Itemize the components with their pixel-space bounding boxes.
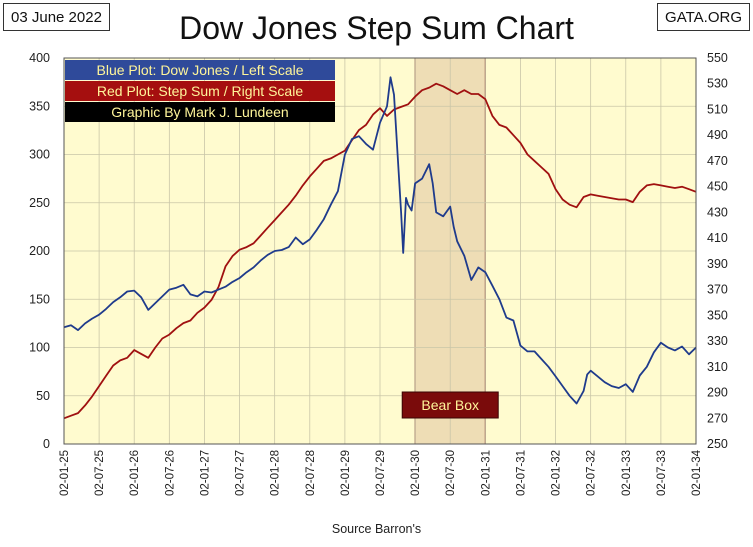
left-tick-label: 200	[29, 244, 50, 258]
right-tick-label: 290	[707, 386, 728, 400]
right-tick-label: 550	[707, 51, 728, 65]
x-tick-label: 02-07-25	[94, 450, 106, 496]
source-org-label: GATA.ORG	[657, 3, 750, 31]
x-tick-label: 02-07-32	[586, 450, 598, 496]
legend: Blue Plot: Dow Jones / Left Scale Red Plo…	[65, 60, 335, 122]
right-tick-label: 350	[707, 308, 728, 322]
date-label: 03 June 2022	[3, 3, 110, 31]
bear-box-label-text: Bear Box	[421, 397, 479, 413]
bear-box-label-bg	[401, 391, 499, 419]
x-tick-label: 02-01-26	[129, 450, 141, 496]
x-tick-label: 02-01-28	[270, 450, 282, 496]
x-tick-label: 02-01-31	[480, 450, 492, 496]
right-tick-label: 310	[707, 360, 728, 374]
left-axis-ticks: 0 50 100 150 200 250 300 350 400	[29, 51, 50, 451]
legend-entry-text: Blue Plot: Dow Jones / Left Scale	[97, 62, 304, 78]
dow-jones-series-line	[63, 76, 697, 405]
legend-entry-bg	[65, 60, 335, 80]
left-tick-label: 350	[29, 99, 50, 113]
legend-entry-text: Graphic By Mark J. Lundeen	[111, 104, 288, 120]
right-tick-label: 430	[707, 205, 728, 219]
left-tick-label: 250	[29, 196, 50, 210]
right-tick-label: 370	[707, 283, 728, 297]
legend-entry-text: Red Plot: Step Sum / Right Scale	[97, 83, 303, 99]
step-sum-series-line	[63, 82, 697, 420]
right-axis-ticks: 250 270 290 310 330 350 370 390 410 430 450 470 490 5…	[707, 51, 728, 451]
right-tick-label: 410	[707, 231, 728, 245]
left-tick-label: 0	[43, 437, 50, 451]
legend-entry-bg	[65, 81, 335, 101]
x-tick-label: 02-01-30	[410, 450, 422, 496]
x-tick-label: 02-07-28	[305, 450, 317, 496]
x-tick-label: 02-07-29	[375, 450, 387, 496]
right-tick-label: 470	[707, 154, 728, 168]
left-tick-label: 150	[29, 292, 50, 306]
x-tick-label: 02-01-29	[340, 450, 352, 496]
legend-entry-bg	[65, 102, 335, 122]
x-tick-label: 02-07-33	[656, 450, 668, 496]
x-axis-ticks: 02-01-25 02-07-25 02-01-26 02-07-26 02-01-27…	[59, 449, 703, 496]
right-tick-label: 510	[707, 102, 728, 116]
left-tick-label: 50	[36, 389, 50, 403]
chart-title: Dow Jones Step Sum Chart	[179, 10, 574, 46]
right-tick-label: 450	[707, 180, 728, 194]
right-tick-label: 390	[707, 257, 728, 271]
right-tick-label: 250	[707, 437, 728, 451]
x-tick-label: 02-07-31	[515, 450, 527, 496]
x-tick-label: 02-07-26	[164, 450, 176, 496]
x-tick-label: 02-01-33	[621, 450, 633, 496]
x-tick-label: 02-07-30	[445, 450, 457, 496]
x-tick-label: 02-01-34	[691, 449, 703, 496]
x-tick-label: 02-01-32	[551, 450, 563, 496]
left-tick-label: 300	[29, 148, 50, 162]
x-tick-label: 02-01-25	[59, 450, 71, 496]
x-tick-label: 02-07-27	[235, 450, 247, 496]
right-tick-label: 270	[707, 411, 728, 425]
left-tick-label: 400	[29, 51, 50, 65]
plot-frame	[63, 57, 697, 445]
bear-box-label: Bear Box	[401, 391, 499, 419]
right-tick-label: 330	[707, 334, 728, 348]
left-tick-label: 100	[29, 341, 50, 355]
right-tick-label: 530	[707, 77, 728, 91]
x-axis-label: Source Barron's	[331, 522, 422, 536]
x-tick-label: 02-01-27	[199, 450, 211, 496]
right-tick-label: 490	[707, 128, 728, 142]
